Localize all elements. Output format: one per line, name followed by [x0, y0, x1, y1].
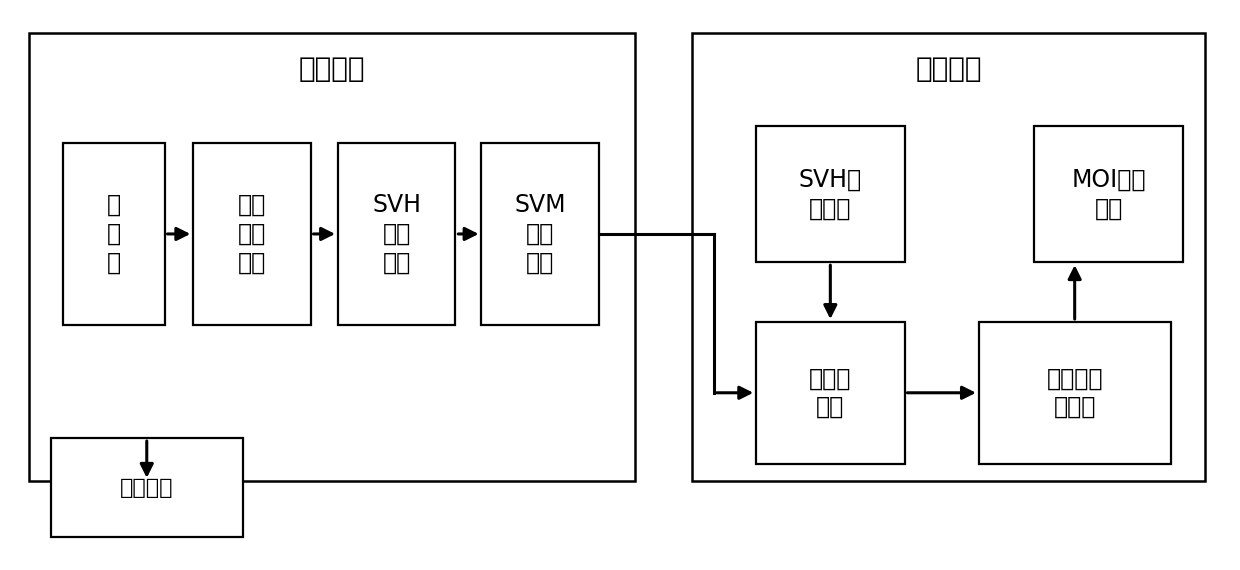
Bar	[692, 32, 1205, 481]
Bar	[29, 32, 635, 481]
Text: MOI位置
基准: MOI位置 基准	[1071, 168, 1146, 221]
Bar	[1034, 126, 1183, 262]
Text: 样
本
库: 样 本 库	[107, 193, 122, 275]
Text: SVH样
本特征: SVH样 本特征	[799, 168, 862, 221]
Bar	[51, 438, 243, 538]
Bar	[756, 322, 904, 463]
Bar	[339, 143, 455, 325]
Text: SVM
学校
模型: SVM 学校 模型	[515, 193, 565, 275]
Text: 分类器类
别验证: 分类器类 别验证	[1047, 367, 1102, 419]
Bar	[63, 143, 165, 325]
Bar	[193, 143, 311, 325]
Text: 相似度
测量: 相似度 测量	[810, 367, 852, 419]
Bar	[756, 126, 904, 262]
Text: 训练模型: 训练模型	[299, 55, 365, 83]
Text: SVH
特征
规整: SVH 特征 规整	[372, 193, 422, 275]
Bar	[481, 143, 599, 325]
Text: 特征
向量
提取: 特征 向量 提取	[238, 193, 267, 275]
Text: 分类模块: 分类模块	[915, 55, 982, 83]
Text: 学习模型: 学习模型	[120, 478, 174, 498]
Bar	[978, 322, 1171, 463]
